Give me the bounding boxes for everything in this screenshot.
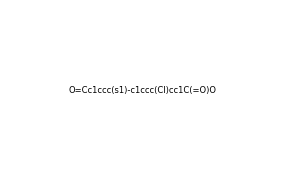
Text: O=Cc1ccc(s1)-c1ccc(Cl)cc1C(=O)O: O=Cc1ccc(s1)-c1ccc(Cl)cc1C(=O)O: [69, 86, 217, 96]
